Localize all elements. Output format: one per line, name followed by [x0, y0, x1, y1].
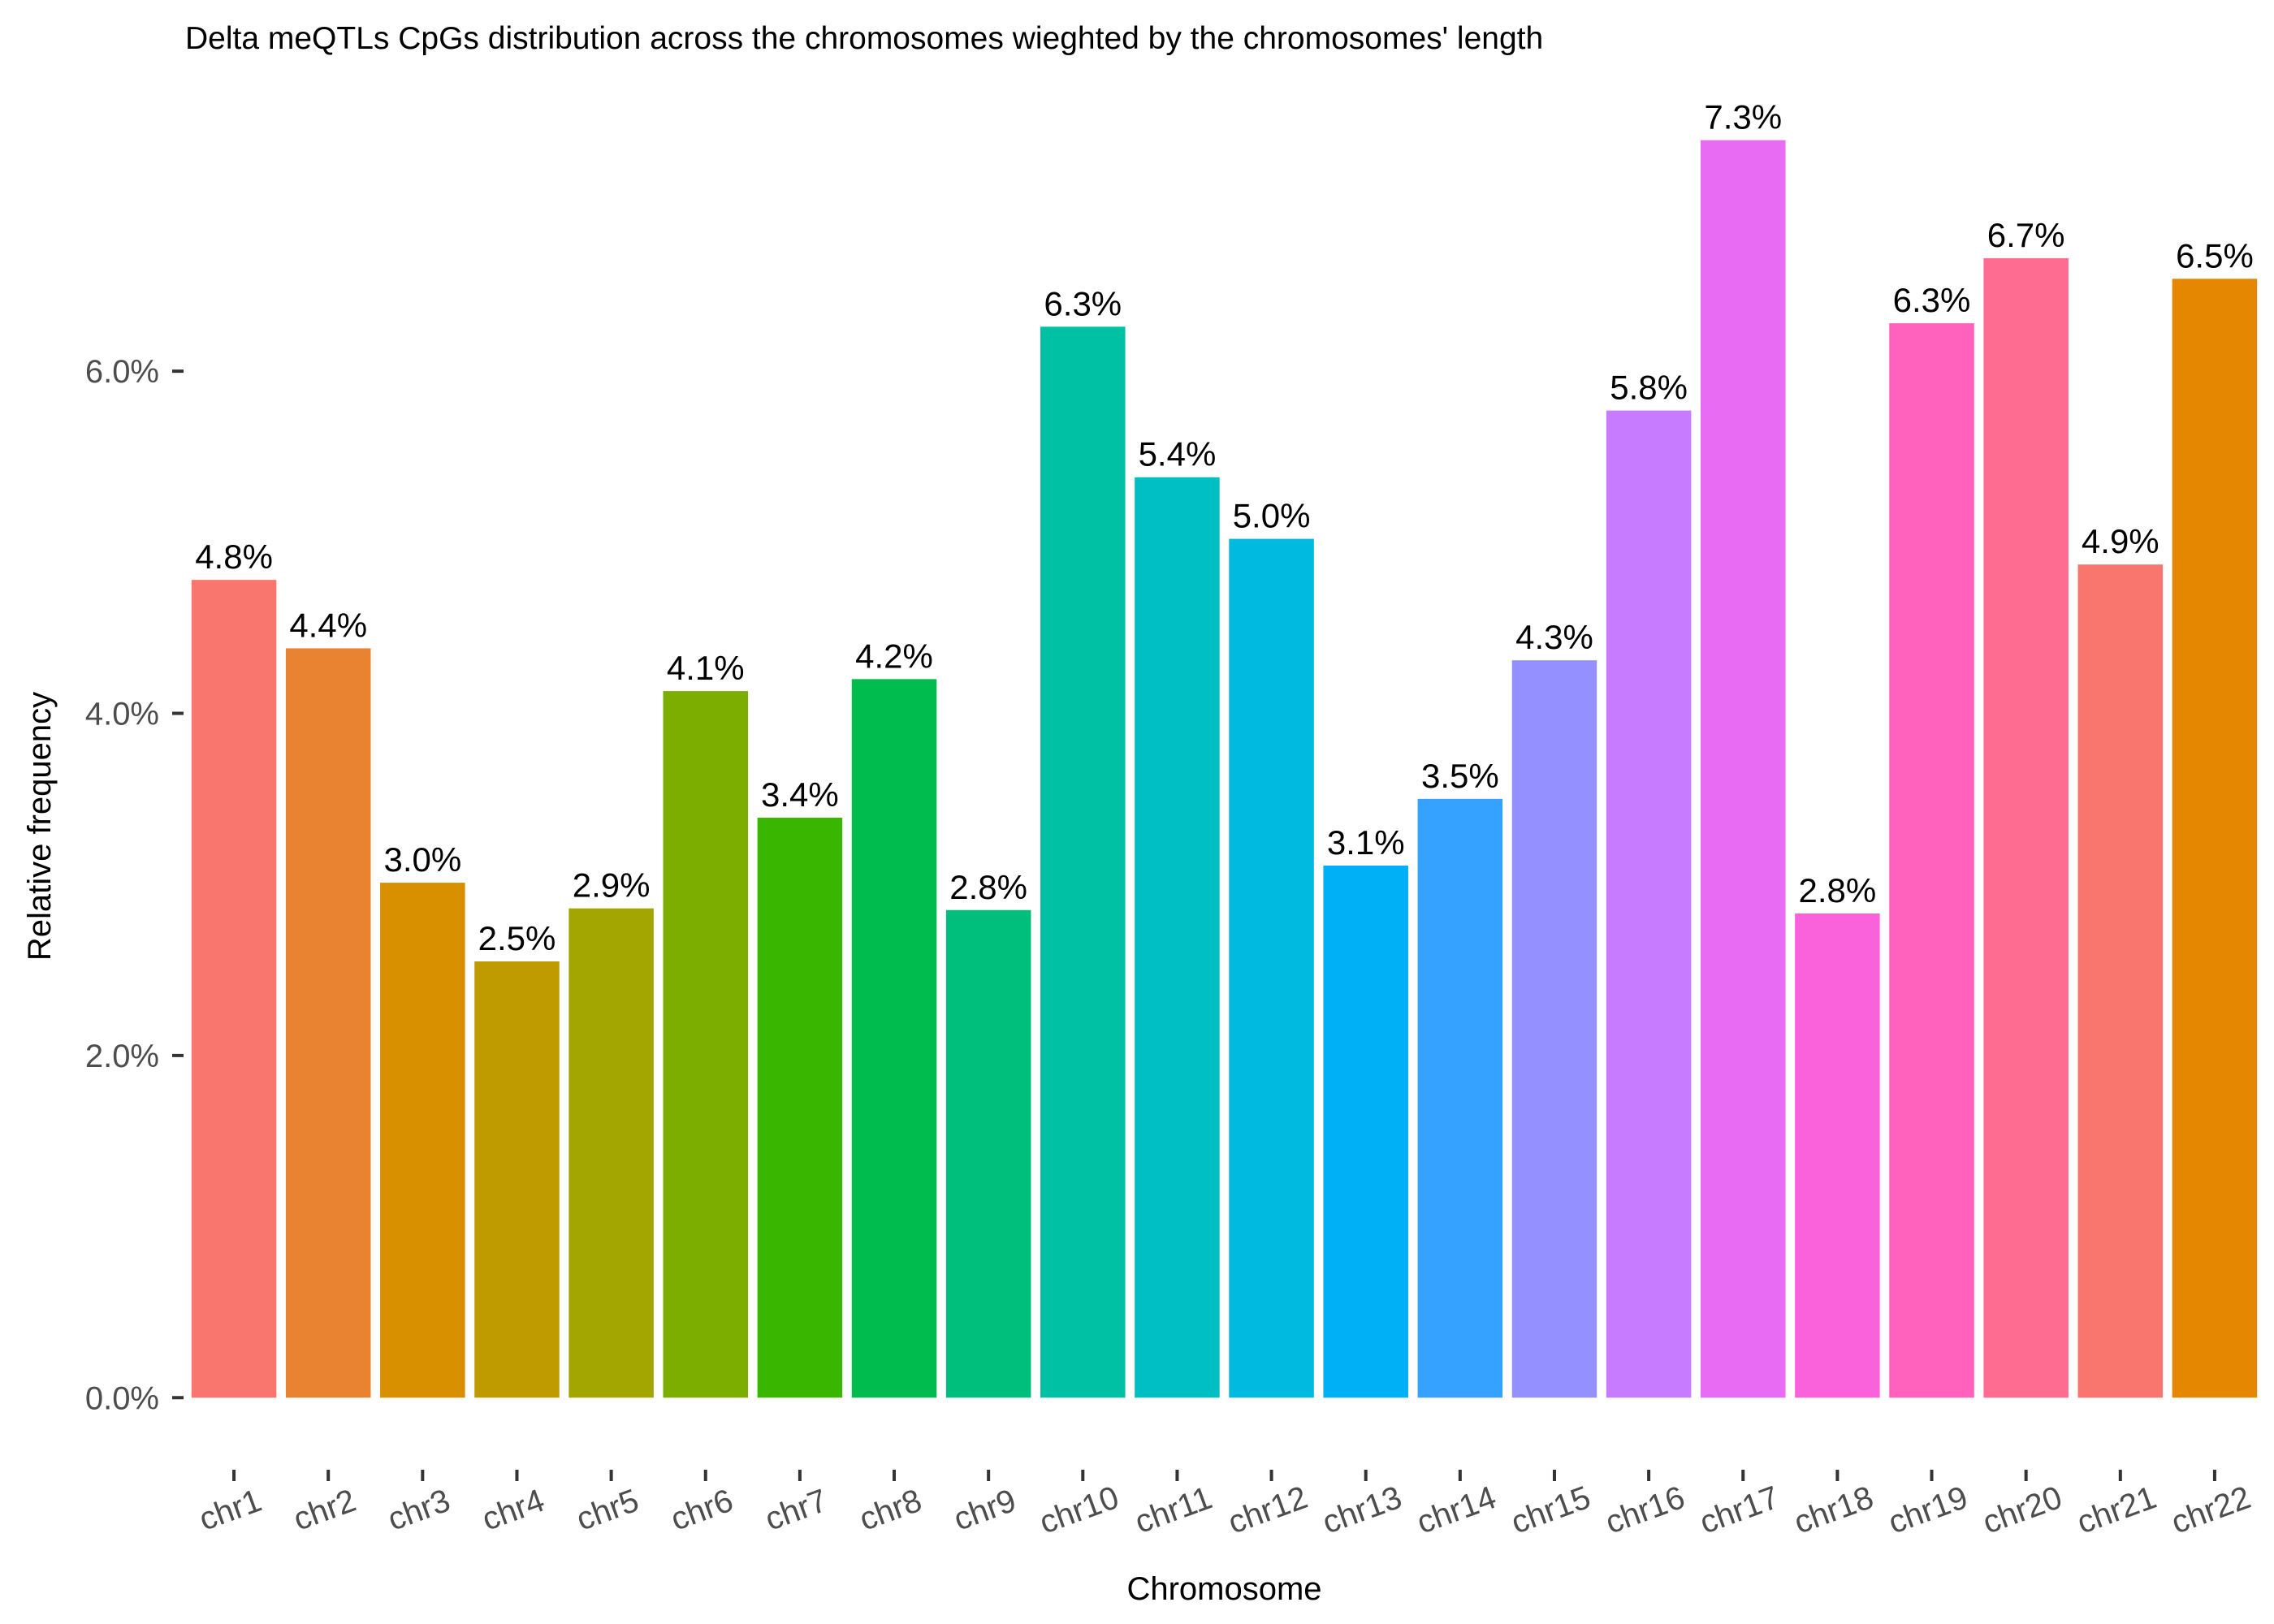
data-label-chr9: 2.8% [949, 868, 1027, 906]
data-label-chr17: 7.3% [1704, 98, 1782, 136]
x-tick-label-chr13: chr13 [1318, 1479, 1407, 1541]
y-tick-label: 0.0% [85, 1380, 159, 1416]
x-tick-label-chr8: chr8 [854, 1483, 926, 1538]
data-label-chr15: 4.3% [1515, 618, 1593, 656]
x-tick-label-chr14: chr14 [1412, 1479, 1501, 1541]
bar-chr2 [285, 648, 371, 1398]
data-label-chr18: 2.8% [1799, 871, 1877, 909]
data-label-chr10: 6.3% [1044, 284, 1122, 322]
data-label-chr14: 3.5% [1421, 757, 1499, 795]
bars-layer [191, 140, 2258, 1398]
data-label-chr20: 6.7% [1987, 216, 2065, 254]
bar-chr21 [2077, 564, 2164, 1398]
data-labels-layer: 4.8% 4.4% 3.0% 2.5% 2.9% 4.1% 3.4% 4.2% 2.8% 6.3%… [195, 98, 2254, 957]
x-tick-label-chr2: chr2 [289, 1483, 361, 1538]
bar-chr10 [1040, 326, 1126, 1398]
data-label-chr11: 5.4% [1139, 435, 1217, 473]
x-tick-label-chr11: chr11 [1131, 1480, 1217, 1541]
data-label-chr6: 4.1% [667, 649, 745, 687]
bar-chr19 [1889, 323, 1974, 1398]
x-tick-label-chr5: chr5 [572, 1483, 643, 1538]
x-tick-label-chr20: chr20 [1978, 1479, 2067, 1541]
bar-chr20 [1983, 258, 2069, 1398]
x-tick-label-chr12: chr12 [1224, 1479, 1312, 1541]
bar-chr14 [1417, 798, 1503, 1398]
bar-chr9 [945, 909, 1031, 1398]
x-tick-label-chr17: chr17 [1695, 1479, 1783, 1541]
x-tick-label-chr18: chr18 [1789, 1479, 1878, 1541]
bar-chr8 [851, 679, 937, 1398]
data-label-chr21: 4.9% [2082, 522, 2159, 560]
data-label-chr4: 2.5% [478, 919, 556, 957]
x-axis-title: Chromosome [1126, 1571, 1321, 1607]
bar-chr18 [1795, 914, 1880, 1398]
x-tick-label-chr19: chr19 [1884, 1479, 1973, 1541]
x-tick-label-chr9: chr9 [949, 1483, 1021, 1538]
bar-chr15 [1511, 660, 1597, 1398]
bar-chr1 [191, 580, 277, 1398]
data-label-chr13: 3.1% [1327, 823, 1405, 862]
bar-chr7 [757, 818, 843, 1398]
bar-chr4 [474, 961, 560, 1398]
x-tick-label-chr21: chr21 [2073, 1479, 2161, 1541]
chart-title: Delta meQTLs CpGs distribution across th… [185, 21, 1544, 56]
data-label-chr12: 5.0% [1233, 497, 1311, 535]
bar-chr12 [1229, 538, 1314, 1398]
data-label-chr3: 3.0% [383, 840, 461, 879]
data-label-chr7: 3.4% [761, 775, 839, 814]
bar-chr5 [568, 908, 654, 1398]
data-label-chr19: 6.3% [1893, 281, 1971, 319]
y-tick-label: 6.0% [85, 354, 159, 390]
x-tick-label-chr15: chr15 [1507, 1479, 1595, 1541]
x-tick-label-chr1: chr1 [195, 1483, 266, 1538]
bar-chr13 [1323, 866, 1408, 1398]
x-tick-label-chr10: chr10 [1035, 1479, 1123, 1541]
data-label-chr2: 4.4% [289, 606, 367, 644]
y-tick-label: 4.0% [85, 696, 159, 732]
x-tick-label-chr16: chr16 [1601, 1479, 1689, 1541]
bar-chr6 [663, 691, 749, 1398]
x-tick-label-chr22: chr22 [2167, 1479, 2255, 1541]
data-label-chr22: 6.5% [2176, 236, 2254, 274]
y-tick-label: 2.0% [85, 1039, 159, 1074]
bar-chr16 [1606, 410, 1692, 1398]
x-axis: chr1 chr2 chr3 chr4 chr5 chr6 chr7 chr8 chr9 chr1… [195, 1470, 2255, 1541]
data-label-chr8: 4.2% [855, 637, 933, 675]
data-label-chr16: 5.8% [1610, 369, 1688, 407]
bar-chr17 [1700, 140, 1786, 1398]
x-tick-label-chr4: chr4 [478, 1483, 549, 1538]
data-label-chr1: 4.8% [195, 538, 273, 576]
bar-chr3 [380, 883, 465, 1398]
bar-chr22 [2172, 279, 2258, 1398]
x-tick-label-chr6: chr6 [666, 1483, 737, 1538]
bar-chr11 [1135, 477, 1220, 1398]
x-tick-label-chr3: chr3 [383, 1483, 455, 1538]
x-tick-label-chr7: chr7 [760, 1483, 832, 1538]
y-axis: 0.0% 2.0% 4.0% 6.0% [85, 354, 184, 1416]
y-axis-title: Relative frequency [22, 692, 58, 961]
data-label-chr5: 2.9% [573, 866, 651, 905]
